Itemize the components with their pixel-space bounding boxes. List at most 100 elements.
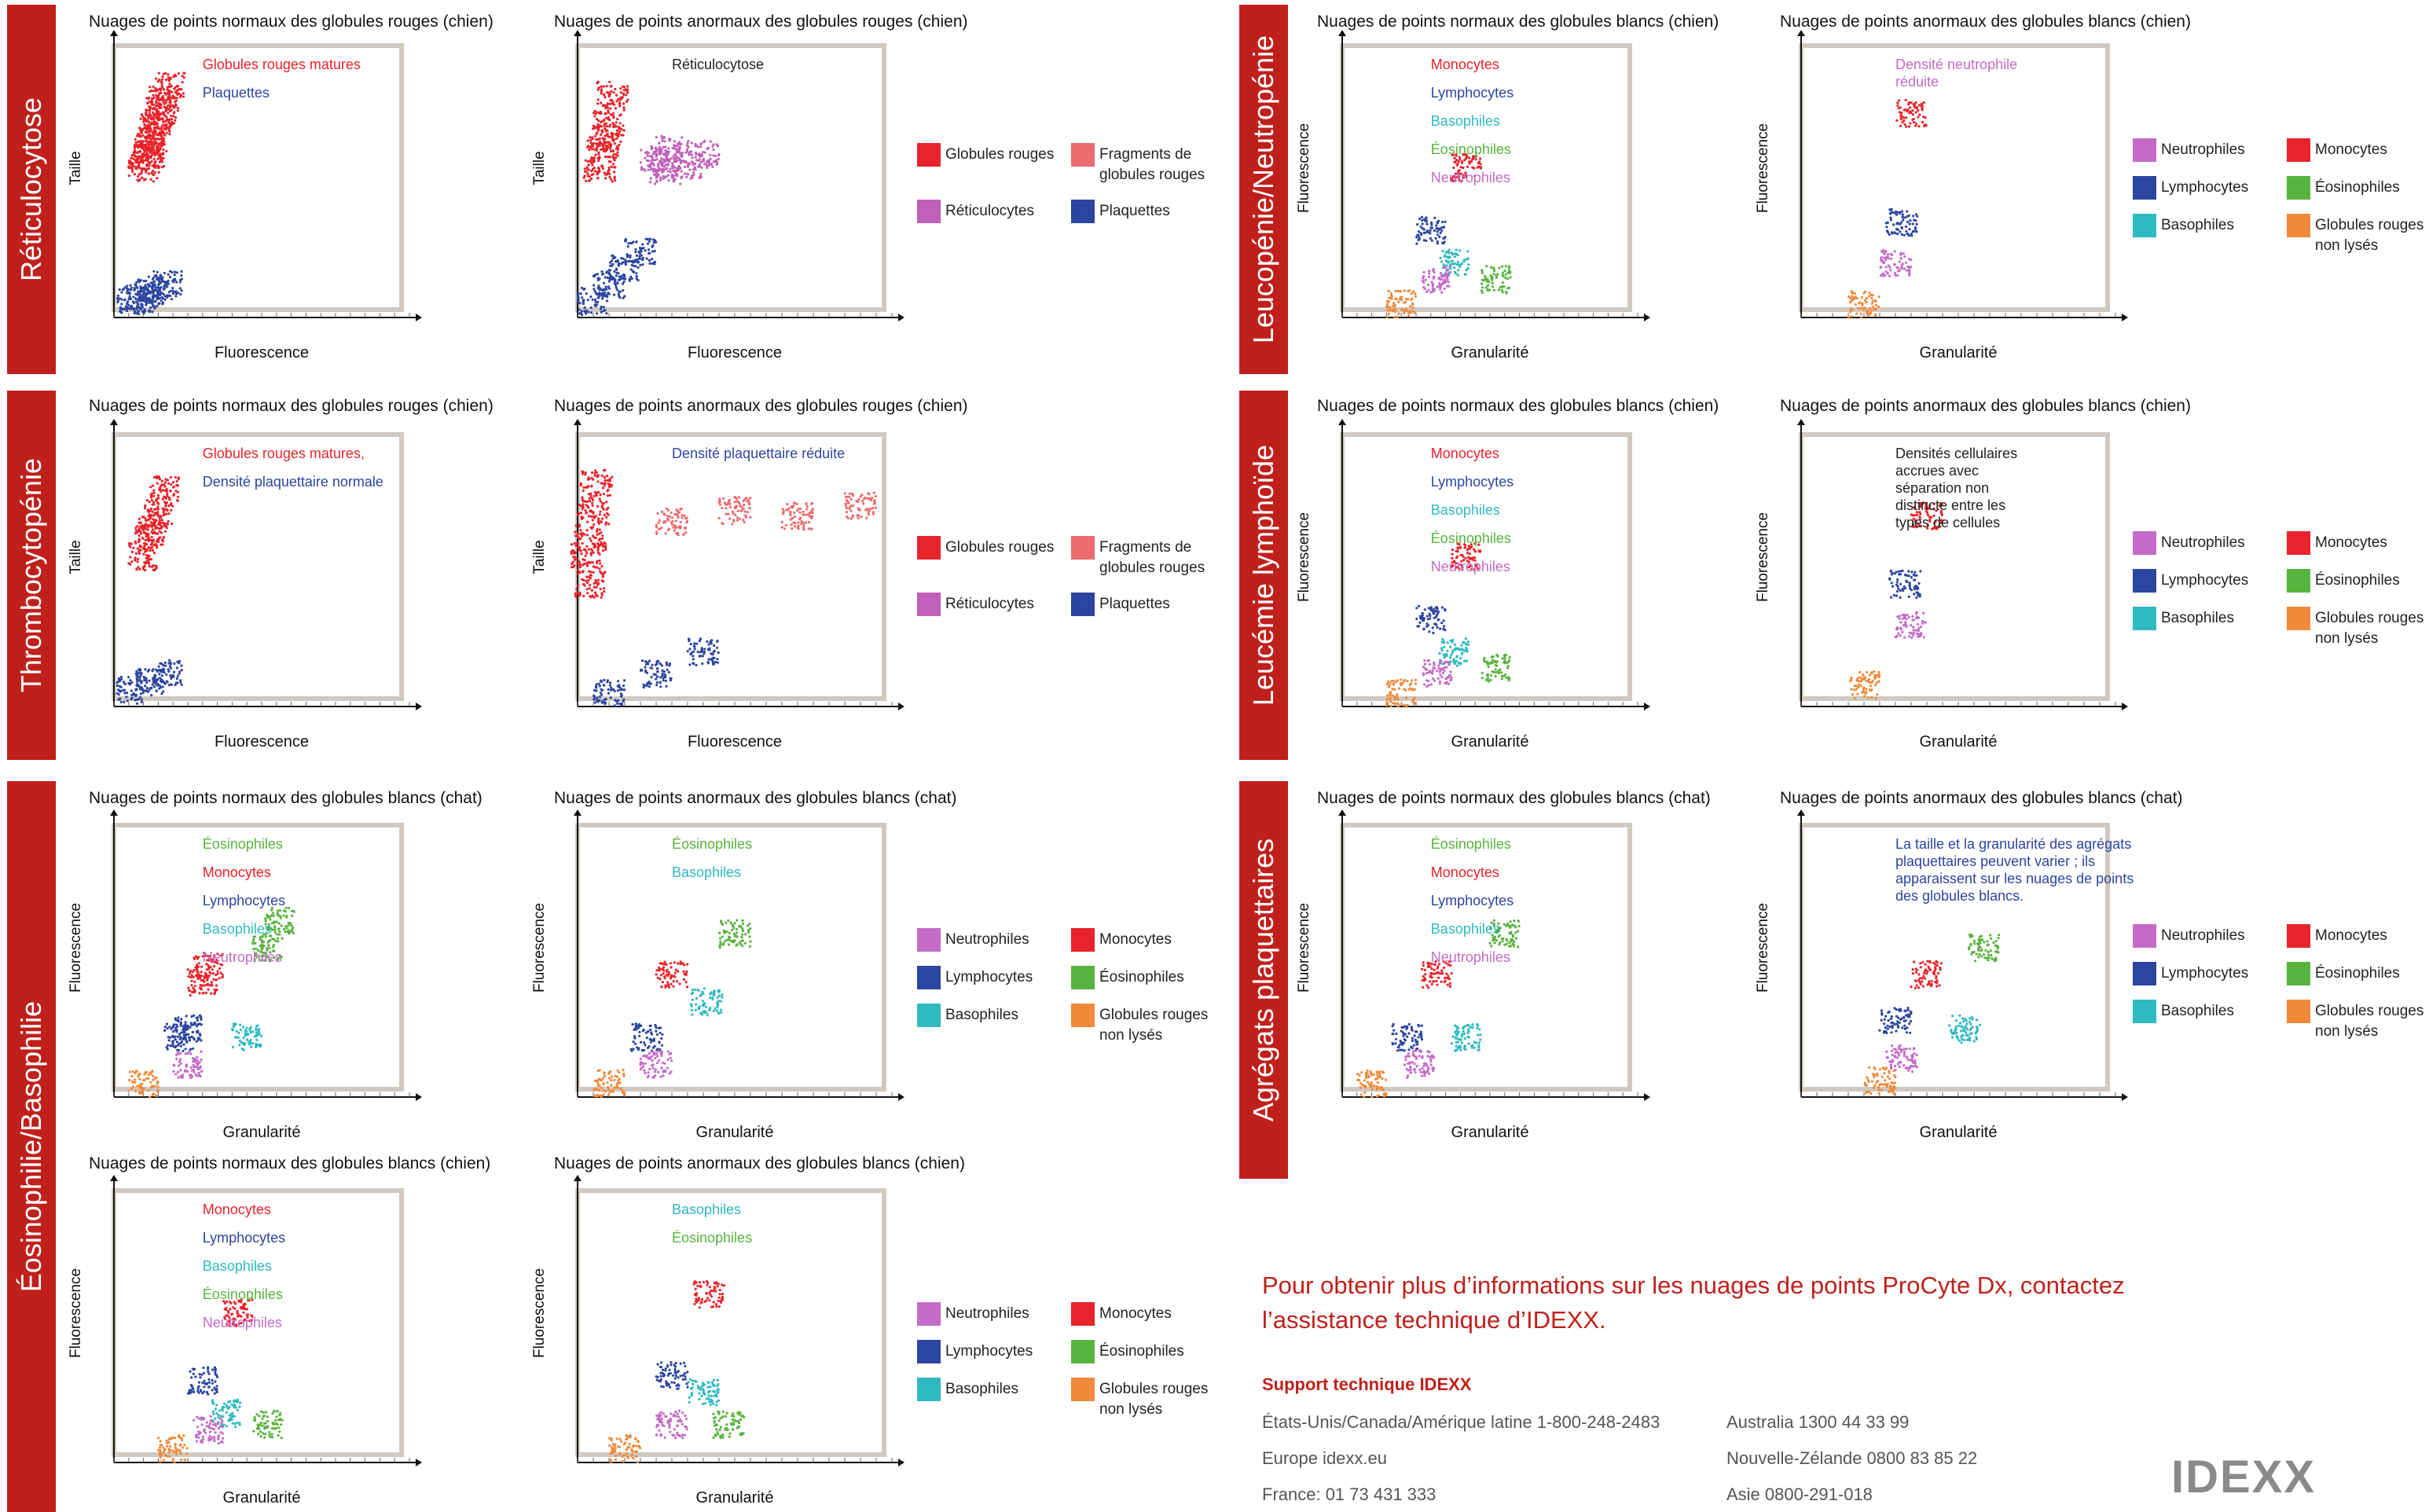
- data-point: [152, 111, 155, 114]
- data-point: [694, 168, 697, 171]
- data-point: [171, 675, 174, 678]
- data-point: [680, 507, 683, 510]
- data-point: [717, 989, 720, 993]
- data-point: [572, 552, 576, 555]
- data-point: [656, 976, 659, 979]
- data-point: [613, 166, 616, 169]
- data-point: [179, 1022, 182, 1026]
- data-point: [127, 174, 130, 178]
- data-point: [651, 1076, 655, 1079]
- data-point: [598, 538, 601, 541]
- data-point: [679, 520, 682, 523]
- data-point: [159, 670, 163, 673]
- data-point: [162, 130, 165, 133]
- data-point: [685, 175, 688, 178]
- data-point: [596, 594, 599, 597]
- data-point: [167, 519, 170, 523]
- data-point: [717, 516, 721, 519]
- data-point: [593, 273, 597, 277]
- data-point: [595, 149, 598, 152]
- data-point: [607, 141, 611, 144]
- data-point: [232, 1320, 235, 1323]
- data-point: [197, 962, 200, 965]
- series-fragments-de-globules-rouges: [655, 491, 877, 537]
- data-point: [154, 87, 157, 90]
- series-globules-rouges: [582, 80, 629, 183]
- data-point: [607, 111, 610, 115]
- data-point: [642, 1065, 645, 1068]
- data-point: [658, 1040, 661, 1044]
- data-point: [598, 293, 601, 296]
- data-point: [157, 132, 160, 135]
- data-point: [215, 1411, 218, 1415]
- data-point: [599, 500, 602, 503]
- data-point: [158, 673, 161, 676]
- data-point: [699, 637, 703, 640]
- data-point: [210, 960, 213, 963]
- data-point: [141, 147, 144, 150]
- data-point: [214, 1380, 217, 1383]
- data-point: [662, 670, 666, 673]
- data-point: [164, 682, 167, 685]
- data-point: [190, 979, 193, 982]
- data-point: [685, 516, 688, 519]
- data-point: [622, 89, 626, 92]
- data-point: [200, 1015, 203, 1018]
- data-point: [604, 291, 607, 294]
- data-point: [161, 539, 164, 542]
- data-point: [644, 1044, 647, 1047]
- data-point: [673, 524, 676, 527]
- data-point: [234, 1323, 238, 1327]
- data-point: [160, 104, 163, 107]
- data-point: [596, 1081, 600, 1084]
- data-point: [616, 117, 619, 121]
- data-point: [622, 698, 626, 701]
- data-point: [158, 487, 161, 490]
- x-axis-label: Fluorescence: [214, 344, 310, 361]
- data-point: [605, 133, 608, 137]
- data-point: [599, 562, 602, 565]
- data-point: [697, 165, 700, 168]
- data-point: [589, 494, 593, 497]
- data-point: [639, 161, 642, 164]
- data-point: [173, 73, 176, 76]
- data-point: [176, 106, 179, 110]
- data-point: [611, 475, 614, 479]
- data-point: [685, 985, 689, 989]
- data-point: [183, 72, 186, 75]
- data-point: [802, 524, 805, 527]
- data-point: [646, 154, 649, 157]
- data-point: [747, 501, 750, 504]
- data-point: [165, 116, 168, 119]
- data-point: [659, 662, 662, 665]
- data-point: [168, 498, 171, 501]
- data-point: [122, 307, 126, 310]
- data-point: [667, 147, 670, 150]
- data-point: [211, 968, 214, 971]
- data-point: [589, 139, 593, 142]
- data-point: [178, 92, 181, 95]
- data-point: [596, 167, 600, 170]
- data-point: [614, 1086, 618, 1089]
- data-point: [182, 1049, 185, 1052]
- data-point: [604, 127, 607, 130]
- data-point: [679, 960, 682, 963]
- data-point: [689, 643, 692, 646]
- data-point: [157, 154, 160, 157]
- data-point: [157, 99, 160, 102]
- data-point: [667, 670, 670, 674]
- data-point: [615, 129, 618, 132]
- data-point: [661, 672, 664, 675]
- data-point: [600, 90, 603, 94]
- data-point: [174, 103, 177, 106]
- data-point: [727, 938, 730, 941]
- data-point: [141, 176, 144, 179]
- data-point: [152, 295, 156, 298]
- series-globules-rouges: [127, 475, 180, 572]
- x-axis-label: Fluorescence: [687, 344, 783, 361]
- data-point: [144, 538, 147, 541]
- data-point: [621, 282, 625, 285]
- data-point: [586, 592, 589, 595]
- data-point: [644, 169, 647, 172]
